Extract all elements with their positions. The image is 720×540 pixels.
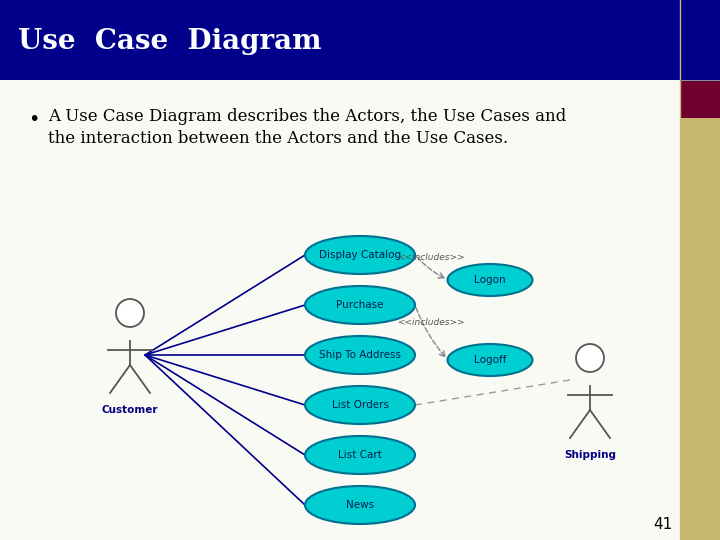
Text: News: News <box>346 500 374 510</box>
Ellipse shape <box>305 436 415 474</box>
Ellipse shape <box>305 286 415 324</box>
Text: Shipping: Shipping <box>564 450 616 460</box>
Ellipse shape <box>448 344 533 376</box>
Ellipse shape <box>305 386 415 424</box>
Circle shape <box>576 344 604 372</box>
Bar <box>680 80 720 118</box>
Text: Use  Case  Diagram: Use Case Diagram <box>18 28 322 55</box>
Bar <box>0 80 680 540</box>
Text: Ship To Address: Ship To Address <box>319 350 401 360</box>
Bar <box>680 0 720 80</box>
Ellipse shape <box>305 336 415 374</box>
Text: Logoff: Logoff <box>474 355 506 365</box>
Text: Purchase: Purchase <box>336 300 384 310</box>
Ellipse shape <box>448 264 533 296</box>
Text: A Use Case Diagram describes the Actors, the Use Cases and: A Use Case Diagram describes the Actors,… <box>48 108 566 125</box>
Bar <box>680 118 720 540</box>
Text: 41: 41 <box>653 517 672 532</box>
Ellipse shape <box>305 486 415 524</box>
Text: List Orders: List Orders <box>331 400 389 410</box>
Text: Display Catalog: Display Catalog <box>319 250 401 260</box>
Circle shape <box>116 299 144 327</box>
Bar <box>0 0 680 80</box>
Text: <<includes>>: <<includes>> <box>397 253 464 262</box>
Text: the interaction between the Actors and the Use Cases.: the interaction between the Actors and t… <box>48 130 508 147</box>
Text: Logon: Logon <box>474 275 506 285</box>
Text: Customer: Customer <box>102 405 158 415</box>
Text: <<includes>>: <<includes>> <box>397 318 464 327</box>
Text: List Cart: List Cart <box>338 450 382 460</box>
Ellipse shape <box>305 236 415 274</box>
Text: •: • <box>28 110 40 129</box>
